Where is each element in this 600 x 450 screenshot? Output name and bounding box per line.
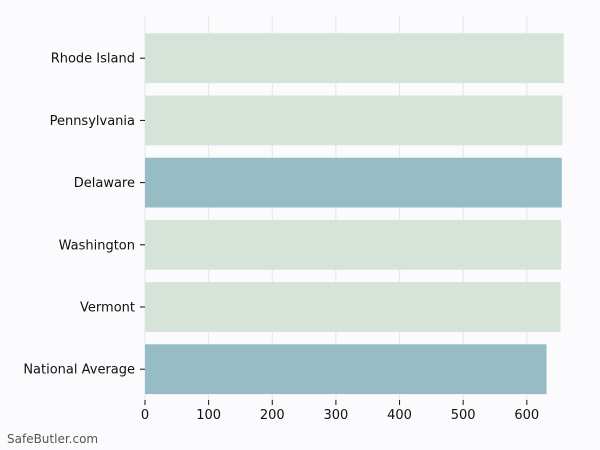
x-tick-label: 200: [260, 408, 285, 423]
axes: 0 100 200 300 400 500 600 Rhode Island Pennsylva…: [23, 52, 539, 423]
bar: [145, 95, 563, 146]
watermark: SafeButler.com: [7, 432, 99, 446]
x-tick-label: 0: [141, 408, 149, 423]
y-tick-label: Pennsylvania: [50, 114, 135, 129]
y-tick-label: Delaware: [74, 176, 135, 191]
bar: [145, 33, 564, 84]
x-tick-label: 400: [387, 408, 412, 423]
bars: [145, 33, 564, 395]
y-tick-label: Rhode Island: [51, 52, 135, 67]
bar: [145, 219, 562, 270]
bar: [145, 157, 562, 208]
x-tick-label: 300: [323, 408, 348, 423]
y-tick-label: Washington: [59, 238, 135, 253]
x-tick-label: 100: [196, 408, 221, 423]
bar: [145, 344, 547, 395]
y-tick-label: Vermont: [80, 301, 135, 316]
x-tick-label: 500: [451, 408, 476, 423]
bar: [145, 282, 561, 332]
y-tick-label: National Average: [23, 363, 135, 378]
x-tick-label: 600: [514, 408, 539, 423]
